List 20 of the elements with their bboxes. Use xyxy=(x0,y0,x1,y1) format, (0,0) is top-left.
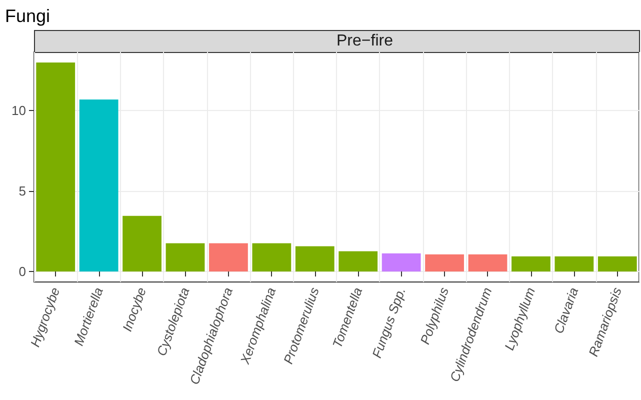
chart-title: Fungi xyxy=(5,6,50,26)
bar xyxy=(425,254,464,272)
bar xyxy=(468,254,508,272)
chart-subtitle: Pre−fire xyxy=(336,32,394,50)
bar xyxy=(36,62,76,272)
y-tick-label: 0 xyxy=(18,264,26,280)
y-tick-label: 5 xyxy=(18,184,26,199)
bar xyxy=(209,243,248,272)
bar xyxy=(338,251,378,272)
bar xyxy=(295,246,334,272)
bar xyxy=(122,216,162,272)
bar xyxy=(382,253,421,272)
bar xyxy=(79,99,118,272)
bar xyxy=(598,256,637,272)
x-tick-label: Fungus Spp. xyxy=(369,285,408,360)
bar xyxy=(252,243,292,272)
bar xyxy=(554,256,594,272)
bar xyxy=(166,243,205,272)
y-tick-label: 10 xyxy=(12,103,26,118)
bar xyxy=(512,256,550,272)
